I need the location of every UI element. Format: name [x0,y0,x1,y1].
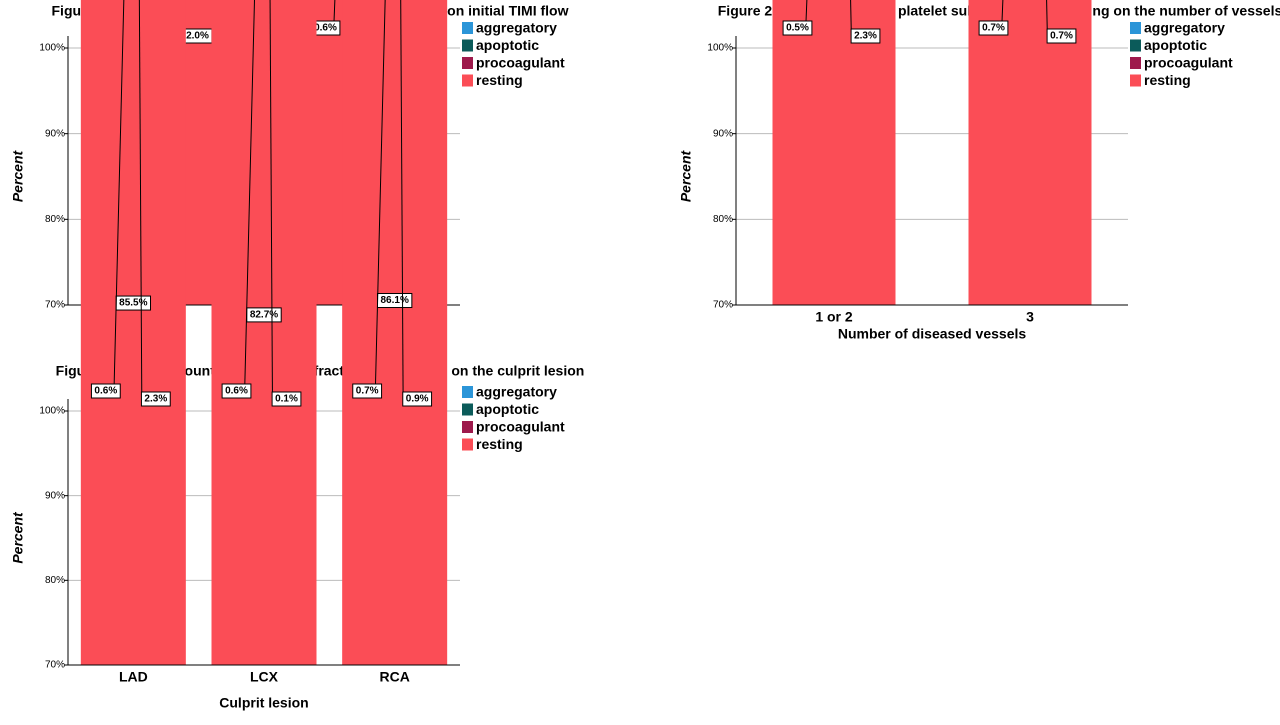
x-tick-label: 1 or 2 [815,309,853,325]
legend-label: apoptotic [1144,37,1207,53]
value-label-text: 0.9% [406,394,429,405]
legend-label: apoptotic [476,401,539,417]
value-label: 0.5% [782,20,813,36]
legend-swatch [1130,39,1141,52]
value-label-text: 0.6% [314,23,337,34]
value-label: 0.6% [90,383,121,399]
leader-line [113,0,125,398]
legend-swatch [462,57,473,69]
leader-line [138,0,143,406]
value-label-text: 0.6% [94,386,117,397]
value-label-text: 2.3% [854,31,877,42]
x-tick-label: RCA [379,669,409,685]
y-axis-title: Percent [10,149,26,202]
value-label-text: 86.1% [380,295,408,306]
value-label-text: 85.5% [119,298,147,309]
value-label-text: 0.7% [1050,31,1073,42]
y-axis-title: Percent [10,511,26,564]
x-tick-label: LCX [250,669,279,685]
value-label: 0.7% [978,20,1009,36]
legend-label: resting [1144,72,1191,88]
value-label-text: 2.3% [144,394,167,405]
value-label-text: 0.7% [982,23,1005,34]
value-label: 0.6% [221,383,252,399]
y-tick-label: 90% [713,128,733,139]
legend-swatch [462,403,473,416]
value-label: 2.3% [850,28,881,44]
y-tick-label: 100% [39,406,65,417]
leader-line [269,0,273,406]
legend-label: procoagulant [1144,55,1233,71]
legend-label: aggregatory [476,20,557,36]
x-tick-label: LAD [119,669,148,685]
value-label-box [782,20,813,36]
y-axis-title: Percent [678,149,694,202]
legend-label: resting [476,72,523,88]
value-label-text: 0.7% [356,386,379,397]
legend-swatch [1130,22,1141,34]
y-tick-label: 70% [713,300,733,311]
value-label: 0.7% [1046,28,1077,44]
value-label-box [140,391,171,407]
legend-swatch [462,39,473,52]
value-label-text: 0.5% [786,23,809,34]
leader-line [374,0,386,398]
legend-label: aggregatory [1144,20,1225,36]
value-label: 2.0% [182,28,213,44]
legend-swatch [1130,74,1141,87]
value-label-box [352,383,383,399]
value-label: 0.1% [271,391,302,407]
value-label: 0.7% [352,383,383,399]
x-axis-title: Number of diseased vessels [838,326,1027,342]
leader-line [400,0,404,406]
legend-label: apoptotic [476,37,539,53]
legend-swatch [462,386,473,398]
bar-segment [80,0,186,666]
bar-segment [772,0,896,305]
y-tick-label: 80% [45,575,65,586]
value-label-box [978,20,1009,36]
y-tick-label: 70% [45,660,65,671]
value-label-box [1046,28,1077,44]
bar-segment [211,0,317,666]
bar-segment [342,0,448,665]
legend-label: aggregatory [476,384,557,400]
value-label: 86.1% [376,293,413,309]
value-label-box [271,391,302,407]
bar-segment [968,0,1092,306]
value-label-box [90,383,121,399]
value-label: 82.7% [246,307,282,323]
value-label: 85.5% [115,295,152,311]
y-tick-label: 100% [39,43,65,54]
y-tick-label: 80% [45,214,65,225]
chart-title: Figure 3: Average count of platelet subf… [56,363,585,379]
value-label-text: 0.6% [225,386,248,397]
legend-label: procoagulant [476,55,565,71]
legend-swatch [462,22,473,34]
legend-label: resting [476,436,523,452]
value-label: 2.3% [140,391,171,407]
value-label-text: 0.1% [275,394,298,405]
y-tick-label: 70% [45,300,65,311]
value-label: 0.9% [402,391,433,407]
legend-swatch [462,438,473,451]
y-tick-label: 80% [713,214,733,225]
value-label-text: 82.7% [250,310,278,321]
x-tick-label: 3 [1026,309,1034,325]
legend-label: procoagulant [476,419,565,435]
x-axis-title: Culprit lesion [219,695,308,711]
y-tick-label: 90% [45,128,65,139]
y-tick-label: 90% [45,490,65,501]
leader-line [244,0,255,398]
value-label-box [221,383,252,399]
value-label-text: 2.0% [186,31,209,42]
y-tick-label: 100% [707,43,733,54]
value-label-box [850,28,881,44]
legend-swatch [462,74,473,87]
value-label-box [402,391,433,407]
legend-swatch [462,421,473,433]
legend-swatch [1130,57,1141,69]
